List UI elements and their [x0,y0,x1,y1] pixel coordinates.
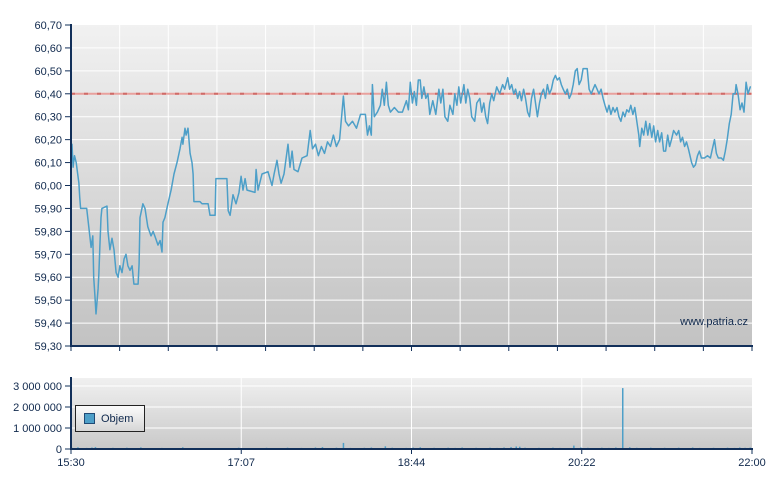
price-y-axis-label: 60,60 [34,43,62,55]
watermark: www.patria.cz [680,316,748,328]
x-axis-label: 22:00 [738,457,766,469]
price-y-axis-label: 60,10 [34,158,62,170]
volume-y-axis-label: 2 000 000 [13,402,62,414]
volume-y-axis-label: 1 000 000 [13,423,62,435]
x-axis-label: 20:22 [568,457,596,469]
x-axis-label: 17:07 [227,457,255,469]
volume-bar [342,442,345,449]
price-y-axis-label: 60,20 [34,135,62,147]
price-y-axis-label: 59,70 [34,249,62,261]
volume-chart: 3 000 000 2 000 000 1 000 000 015:30 17:07 18… [13,377,766,469]
price-y-axis-label: 59,80 [34,226,62,238]
price-y-axis-label: 59,40 [34,318,62,330]
price-y-axis-label: 60,70 [34,20,62,32]
x-axis-label: 18:44 [398,457,426,469]
volume-bar [515,446,517,449]
volume-bar [573,445,575,449]
price-y-axis-label: 60,00 [34,181,62,193]
volume-legend-label: Objem [101,412,134,425]
price-y-axis-label: 59,50 [34,295,62,307]
price-y-axis-label: 60,50 [34,66,62,78]
volume-legend: Objem [75,405,145,432]
volume-y-axis-label: 0 [56,444,62,456]
x-axis-label: 15:30 [57,457,85,469]
price-y-axis-label: 59,60 [34,272,62,284]
price-chart: 60,70 60,60 60,50 60,40 60,30 60,20 60,10 60,00… [34,20,753,353]
volume-bar [519,446,521,449]
volume-series-marker-icon [84,413,95,424]
price-y-axis-label: 59,90 [34,203,62,215]
price-y-axis-label: 60,40 [34,89,62,101]
volume-y-axis-label: 3 000 000 [13,381,62,393]
volume-bar [622,388,624,449]
price-line [70,67,752,315]
price-y-axis-label: 59,30 [34,341,62,353]
volume-bar [384,446,387,449]
price-y-axis-label: 60,30 [34,112,62,124]
